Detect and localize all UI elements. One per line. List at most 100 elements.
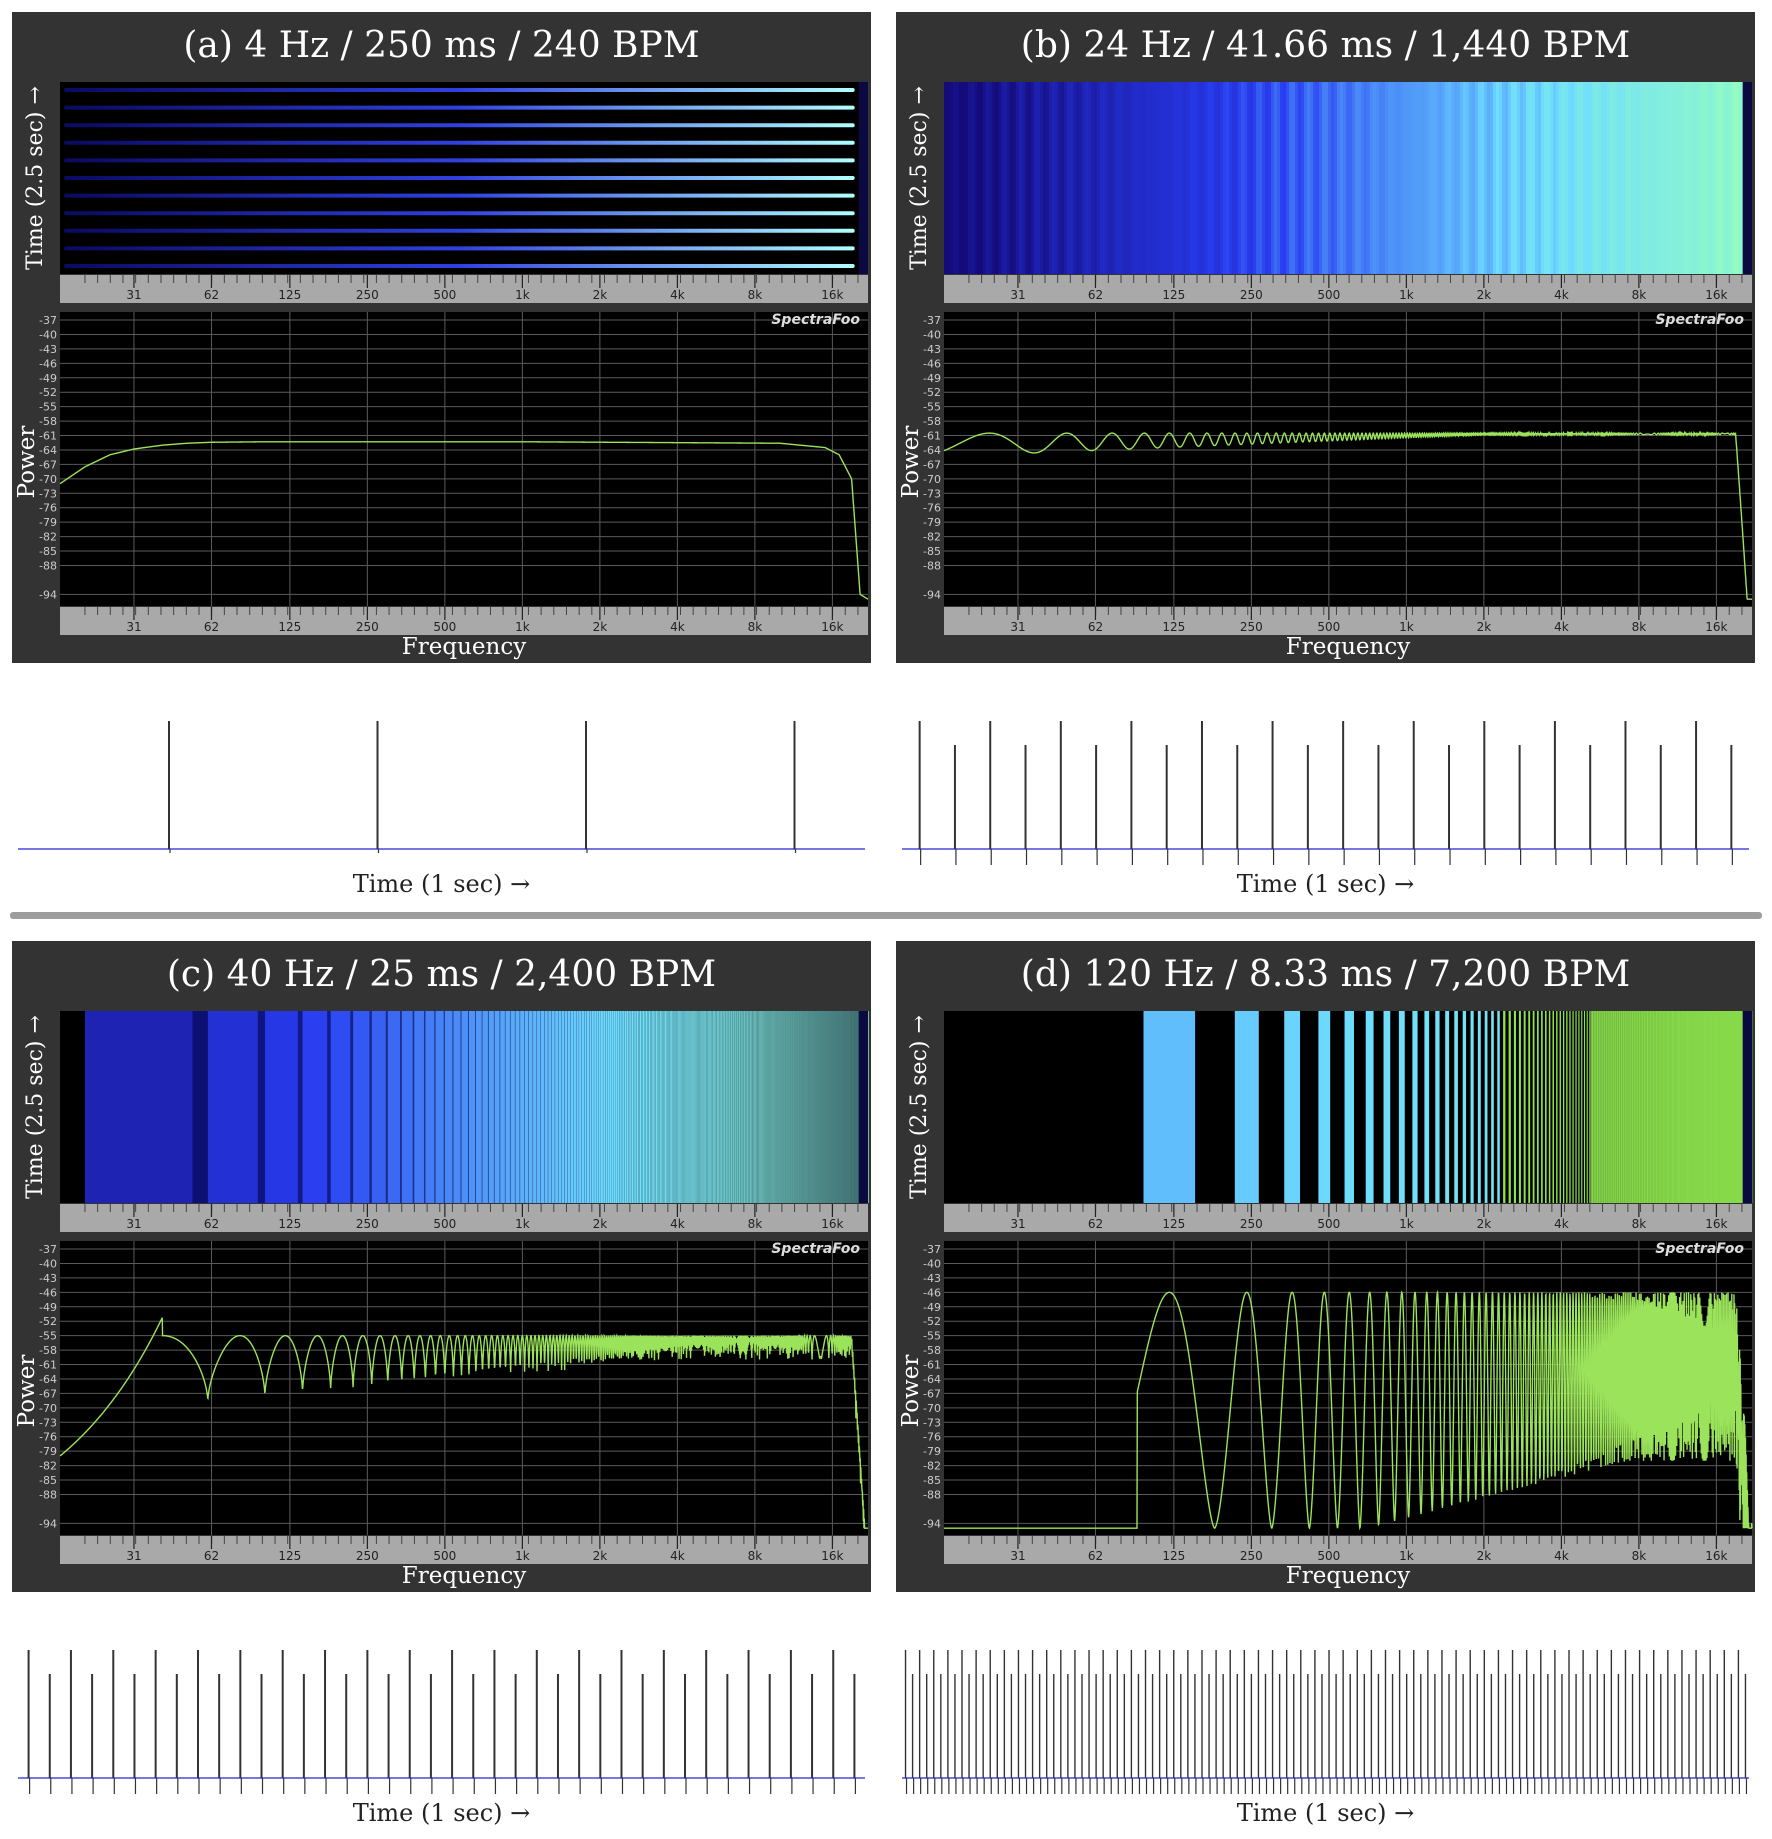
spectrogram-column xyxy=(1196,82,1200,274)
spectrogram-column xyxy=(1346,82,1350,274)
spectrogram-column xyxy=(1439,82,1443,274)
x-tick-label: 250 xyxy=(1240,288,1263,302)
spectrogram-column xyxy=(1004,82,1008,274)
spectrogram-column xyxy=(1373,82,1377,274)
spectrogram-column xyxy=(1352,82,1356,274)
frequency-axis-strip xyxy=(944,1204,1752,1232)
spectrogram-column xyxy=(1487,82,1491,274)
spectrogram-column xyxy=(1601,82,1605,274)
spectrogram-null xyxy=(696,1011,697,1203)
spectrogram-column xyxy=(1376,82,1380,274)
spectrogram-stripe xyxy=(1143,1011,1196,1203)
spectrum-x-label: Frequency xyxy=(402,1563,526,1589)
spectrogram-null xyxy=(789,1011,790,1203)
spectrogram-column xyxy=(1418,82,1422,274)
y-tick-label: -37 xyxy=(39,1243,57,1256)
spectrogram-column xyxy=(1691,82,1695,274)
spectrogram-stripe xyxy=(1559,1011,1561,1203)
x-tick-label: 62 xyxy=(1088,1217,1103,1231)
spectrum-trace xyxy=(59,1317,868,1529)
spectrogram-band xyxy=(64,158,855,163)
x-tick-label: 125 xyxy=(1162,288,1185,302)
spectrogram-stripe xyxy=(645,1011,648,1203)
y-tick-label: -52 xyxy=(39,1315,57,1328)
y-tick-label: -73 xyxy=(39,487,57,500)
spectrum-x-label: Frequency xyxy=(1286,1563,1410,1589)
x-tick-label: 8k xyxy=(748,620,763,634)
y-tick-label: -43 xyxy=(923,1272,941,1285)
x-tick-label: 250 xyxy=(356,1549,379,1563)
x-tick-label: 250 xyxy=(356,288,379,302)
spectrogram-column xyxy=(1634,82,1638,274)
spectrogram-null xyxy=(705,1011,707,1203)
spectrogram-stripe xyxy=(651,1011,654,1203)
spectrogram-column xyxy=(1442,82,1446,274)
spectrogram-stripe xyxy=(1513,1011,1516,1203)
spectrogram-column xyxy=(1349,82,1353,274)
y-tick-label: -40 xyxy=(923,328,941,341)
spectrogram-stripe xyxy=(690,1011,692,1203)
y-tick-label: -64 xyxy=(39,444,57,457)
spectrogram-column xyxy=(1679,82,1683,274)
spectrogram-column xyxy=(1025,82,1029,274)
spectrogram-column xyxy=(1667,82,1671,274)
spectrogram-column xyxy=(1712,82,1716,274)
y-tick-label: -64 xyxy=(923,1373,941,1386)
spectrogram-column xyxy=(1511,82,1515,274)
spectrogram-column xyxy=(1559,82,1563,274)
spectrogram-stripe xyxy=(696,1011,698,1203)
spectrogram-null xyxy=(764,1011,766,1203)
spectrogram-column xyxy=(1526,82,1530,274)
spectrogram-column xyxy=(1019,82,1023,274)
y-tick-label: -70 xyxy=(923,1402,941,1415)
y-tick-label: -94 xyxy=(39,1517,57,1530)
spectrogram-column xyxy=(1148,82,1152,274)
spectrogram-band xyxy=(64,211,855,216)
y-tick-label: -61 xyxy=(923,430,941,443)
spectrogram-column xyxy=(1361,82,1365,274)
spectrogram-column xyxy=(1733,82,1737,274)
spectrogram-column xyxy=(1073,82,1077,274)
y-tick-label: -55 xyxy=(923,1330,941,1343)
spectrogram-column xyxy=(1034,82,1038,274)
x-tick-label: 16k xyxy=(1705,1549,1727,1563)
spectrogram-stripe xyxy=(1581,1011,1583,1203)
spectrogram-column xyxy=(1673,82,1677,274)
spectrogram-column xyxy=(995,82,999,274)
spectrogram-column xyxy=(1610,82,1614,274)
frequency-axis-strip xyxy=(60,275,868,303)
spectrogram-column xyxy=(1571,82,1575,274)
spectrogram-stripe xyxy=(1541,1011,1543,1203)
spectrogram-stripe xyxy=(444,1011,454,1203)
spectrogram-stripe xyxy=(700,1011,702,1203)
y-tick-label: -73 xyxy=(39,1416,57,1429)
spectrogram-column xyxy=(1637,82,1641,274)
spectrogram-stripe xyxy=(1589,1011,1591,1203)
spectrogram-stripe xyxy=(686,1011,688,1203)
spectrogram-null xyxy=(443,1011,447,1203)
spectrogram-column xyxy=(1547,82,1551,274)
spectrogram-null xyxy=(794,1011,796,1203)
spectrogram-null xyxy=(613,1011,614,1203)
y-tick-label: -58 xyxy=(39,415,57,428)
spectrogram-column xyxy=(1199,82,1203,274)
spectrogram-column xyxy=(1412,82,1416,274)
spectrogram-column xyxy=(1112,82,1116,274)
time-axis-label-d: Time (1 sec) → xyxy=(1236,1799,1415,1827)
spectrogram-column xyxy=(1478,82,1482,274)
spectrogram-null xyxy=(771,1011,773,1203)
spectrogram-null xyxy=(819,1011,820,1203)
spectrogram-stripe xyxy=(644,1011,646,1203)
spectrogram-column xyxy=(1397,82,1401,274)
spectrogram-stripe xyxy=(581,1011,585,1203)
spectrogram-column xyxy=(1469,82,1473,274)
y-tick-label: -49 xyxy=(39,372,57,385)
spectrogram-stripe xyxy=(675,1011,677,1203)
spectrogram-stripe xyxy=(628,1011,631,1203)
spectrogram-column xyxy=(1064,82,1068,274)
spectrum-trace xyxy=(943,430,1752,600)
spectrogram-column xyxy=(1316,82,1320,274)
spectrogram-stripe xyxy=(264,1011,303,1203)
spectrogram-null xyxy=(766,1011,768,1203)
spectrogram-column xyxy=(1484,82,1488,274)
